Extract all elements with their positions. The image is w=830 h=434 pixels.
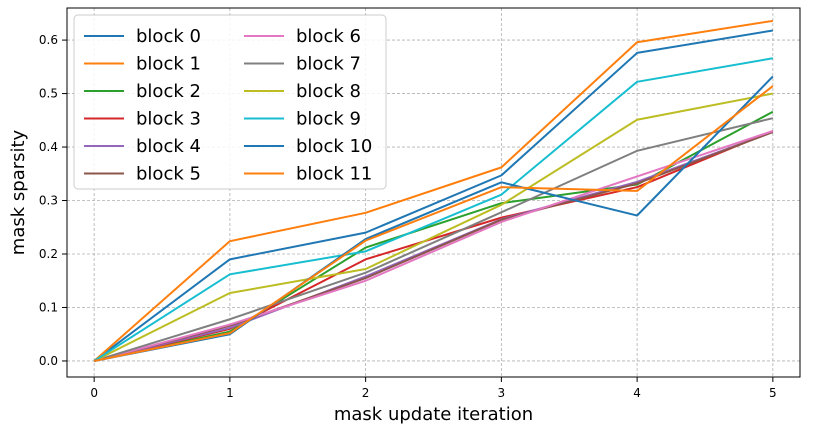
series-line-block-9: [93, 57, 774, 362]
legend-label: block 2: [136, 81, 201, 102]
series-line-block-8: [93, 92, 774, 362]
legend-label: block 8: [296, 81, 361, 102]
legend-label: block 5: [136, 164, 201, 185]
legend-label: block 7: [296, 54, 361, 75]
legend-label: block 9: [296, 109, 361, 130]
legend: block 0 block 1 block 2 block 3 block 4 block…: [73, 14, 387, 190]
y-tick-label: 0.4: [39, 140, 58, 154]
legend-item: block 8: [244, 81, 361, 102]
plot-area-frame: [66, 7, 801, 378]
y-tick-label: 0.2: [39, 247, 58, 261]
legend-label: block 6: [296, 26, 361, 47]
y-tick-label: 0.1: [39, 300, 58, 314]
x-tick-label: 4: [633, 386, 641, 400]
legend-item: block 11: [244, 164, 372, 185]
x-axis-label: mask update iteration: [334, 404, 533, 425]
legend-label: block 11: [296, 164, 372, 185]
legend-label: block 4: [136, 136, 201, 157]
x-tick-label: 3: [498, 386, 506, 400]
x-axis-ticks: 0 1 2 3 4 5: [90, 377, 777, 400]
y-tick-label: 0.3: [39, 194, 58, 208]
x-tick-label: 1: [226, 386, 234, 400]
legend-item: block 7: [244, 54, 361, 75]
legend-item: block 9: [244, 109, 361, 130]
series-line-block-6: [93, 130, 774, 362]
legend-item: block 5: [84, 164, 201, 185]
series-line-block-1: [93, 19, 774, 362]
x-tick-label: 5: [769, 386, 777, 400]
y-axis-ticks: 0.0 0.1 0.2 0.3 0.4 0.5 0.6: [39, 33, 67, 368]
legend-label: block 3: [136, 109, 201, 130]
legend-item: block 1: [84, 54, 201, 75]
series-line-block-11: [93, 85, 774, 362]
x-tick-label: 2: [362, 386, 370, 400]
y-axis-label: mask sparsity: [8, 129, 29, 255]
legend-item: block 2: [84, 81, 201, 102]
series-line-block-7: [93, 117, 774, 362]
legend-item: block 3: [84, 109, 201, 130]
legend-label: block 1: [136, 54, 201, 75]
y-tick-label: 0.0: [39, 354, 58, 368]
legend-item: block 0: [84, 26, 201, 47]
y-tick-label: 0.5: [39, 87, 58, 101]
legend-item: block 6: [244, 26, 361, 47]
y-tick-label: 0.6: [39, 33, 58, 47]
legend-label: block 10: [296, 136, 372, 157]
legend-item: block 10: [244, 136, 372, 157]
legend-label: block 0: [136, 26, 201, 47]
x-tick-label: 0: [90, 386, 98, 400]
series-layer: [93, 19, 774, 362]
legend-item: block 4: [84, 136, 201, 157]
legend-frame: [73, 14, 387, 190]
series-line-block-0: [93, 29, 774, 362]
